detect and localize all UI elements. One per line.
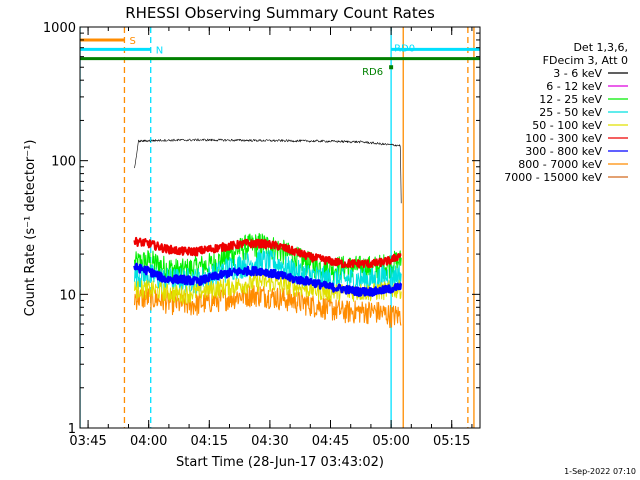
x-tick-label: 05:00: [372, 434, 409, 449]
x-tick-label: 04:15: [191, 434, 228, 449]
footer-timestamp: 1-Sep-2022 07:10: [564, 467, 636, 476]
series-3-6-kev: [134, 138, 402, 204]
legend-entry-label: 3 - 6 keV: [553, 67, 602, 80]
series-line: [134, 273, 402, 305]
state-label-rd0: RD0: [394, 43, 415, 54]
series-800-7000-kev: [133, 284, 402, 329]
plot-frame: [79, 26, 481, 429]
x-axis-label: Start Time (28-Jun-17 03:43:02): [176, 455, 384, 470]
legend-entry-label: 50 - 100 keV: [532, 119, 602, 132]
chart-title: RHESSI Observing Summary Count Rates: [125, 4, 435, 22]
series-50-100-kev: [134, 273, 402, 305]
state-label-n: N: [156, 45, 163, 56]
plot-area: [80, 27, 480, 428]
x-tick-label: 04:45: [312, 434, 349, 449]
legend-entry-label: 300 - 800 keV: [525, 145, 602, 158]
y-axis-label: Count Rate (s⁻¹ detector⁻¹): [23, 140, 38, 317]
x-tick-label: 05:15: [433, 434, 470, 449]
state-label-rd6: RD6: [362, 67, 383, 78]
legend-header-line: FDecim 3, Att 0: [543, 54, 628, 67]
series-line: [134, 232, 402, 285]
y-tick-label: 1000: [43, 21, 76, 36]
legend-header-line: Det 1,3,6,: [573, 41, 628, 54]
legend-entry-label: 6 - 12 keV: [546, 80, 602, 93]
legend-entry-label: 25 - 50 keV: [539, 106, 602, 119]
series-line: [134, 138, 402, 204]
x-tick-label: 03:45: [69, 434, 106, 449]
state-bar-4: [389, 65, 394, 70]
legend-entry-label: 800 - 7000 keV: [518, 158, 602, 171]
series-100-300-kev: [133, 236, 402, 269]
series-line: [133, 262, 403, 297]
y-tick-label: 1: [68, 422, 76, 437]
state-label-s: S: [129, 36, 135, 47]
series-12-25-kev: [134, 232, 402, 285]
axes: S N RD0 RD6 1 10 100 1000 03:45 04:00 04:15 04:30 04…: [43, 21, 480, 449]
series-300-800-kev: [133, 262, 403, 297]
legend-entry-label: 12 - 25 keV: [539, 93, 602, 106]
x-tick-label: 04:00: [130, 434, 167, 449]
y-tick-label: 100: [51, 155, 76, 170]
legend-entry-label: 100 - 300 keV: [525, 132, 602, 145]
series-line: [133, 236, 402, 269]
y-tick-label: 10: [59, 288, 76, 303]
legend-entry-label: 7000 - 15000 keV: [504, 171, 602, 184]
series-line: [133, 284, 402, 329]
x-tick-label: 04:30: [251, 434, 288, 449]
